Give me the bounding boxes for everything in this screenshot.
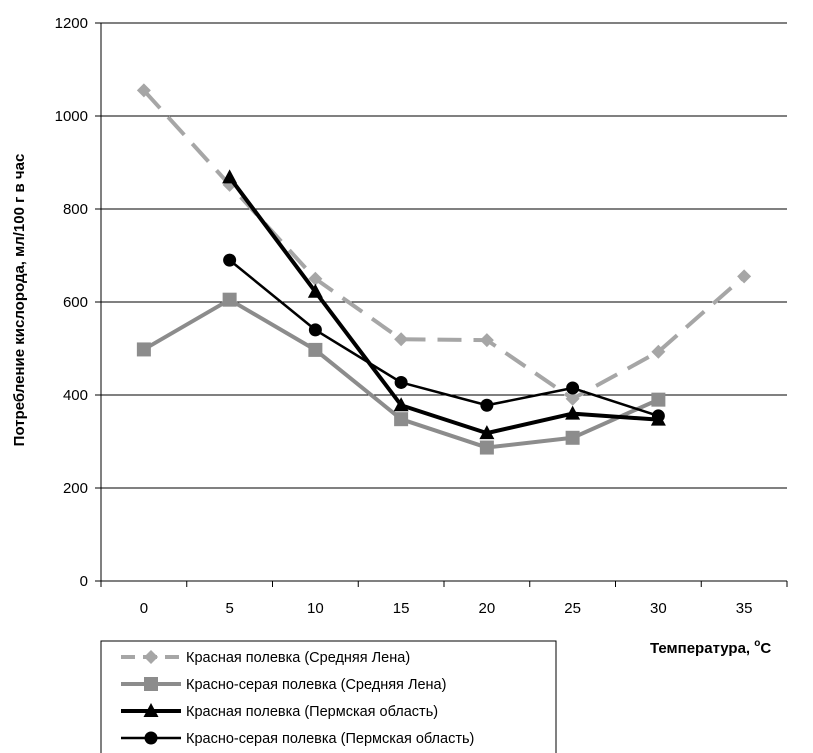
- series-line-4: [228, 259, 659, 418]
- x-axis-title-degree: o: [754, 638, 760, 649]
- legend: Красная полевка (Средняя Лена) Красно-сер…: [100, 640, 557, 753]
- legend-marker-3: [143, 703, 159, 717]
- x-axis-title-main: Температура,: [650, 640, 754, 657]
- legend-label-3: Красная полевка (Пермская область): [186, 704, 438, 720]
- series-4-point: [223, 253, 237, 267]
- legend-label-2: Красно-серая полевка (Средняя Лена): [186, 677, 446, 693]
- series-line-1: [142, 89, 746, 401]
- legend-label-1: Красная полевка (Средняя Лена): [186, 650, 410, 666]
- gridlines: [101, 22, 787, 489]
- x-axis-title-unit: С: [760, 640, 771, 657]
- series-2-point: [394, 412, 409, 427]
- legend-box: [100, 640, 557, 753]
- y-tick-label: 800: [63, 201, 88, 218]
- series-4-point: [480, 398, 494, 412]
- series-4-point: [651, 409, 665, 423]
- series-2-point: [222, 292, 237, 307]
- x-tick-label: 10: [307, 600, 324, 617]
- y-tick-labels: 0 200 400 600 800 1000 1200: [55, 15, 88, 590]
- legend-entries: Красная полевка (Средняя Лена) Красно-сер…: [121, 650, 474, 747]
- y-tick-label: 1200: [55, 15, 88, 32]
- y-axis-title: Потребление кислорода, мл/100 г в час: [11, 154, 28, 447]
- series-2-point: [308, 342, 323, 357]
- series-3-point: [565, 405, 581, 420]
- x-tick-label: 35: [736, 600, 753, 617]
- series-1-point: [651, 344, 666, 359]
- x-axis-title: Температура, oС: [650, 638, 771, 657]
- y-tick-label: 1000: [55, 108, 88, 125]
- series-4-point: [394, 375, 408, 389]
- series-3-point: [307, 283, 323, 298]
- x-tick-label: 25: [564, 600, 581, 617]
- axes: [95, 22, 788, 587]
- series-lines: [136, 83, 752, 455]
- y-tick-label: 0: [80, 573, 88, 590]
- series-3-point: [393, 397, 409, 412]
- series-4-point: [566, 381, 580, 395]
- x-tick-label: 30: [650, 600, 667, 617]
- legend-marker-2: [144, 677, 158, 691]
- series-1-point: [394, 332, 409, 347]
- series-3-point: [222, 169, 238, 184]
- x-tick-label: 15: [393, 600, 410, 617]
- legend-marker-4: [144, 731, 158, 745]
- series-1-point: [308, 271, 323, 286]
- series-2-point: [479, 440, 494, 455]
- series-1-point: [565, 391, 580, 406]
- series-1-point: [479, 333, 494, 348]
- x-tick-label: 5: [225, 600, 233, 617]
- y-tick-label: 600: [63, 294, 88, 311]
- series-1-point: [136, 83, 151, 98]
- x-tick-labels: 0 5 10 15 20 25 30 35: [140, 600, 753, 617]
- series-4-point: [308, 323, 322, 337]
- x-tick-label: 0: [140, 600, 148, 617]
- series-3-point: [479, 425, 495, 440]
- y-tick-label: 400: [63, 387, 88, 404]
- series-2-point: [565, 430, 580, 445]
- series-2-point: [651, 392, 666, 407]
- legend-marker-1: [144, 650, 158, 664]
- legend-label-4: Красно-серая полевка (Пермская область): [186, 731, 474, 747]
- series-1-point: [737, 269, 752, 284]
- series-line-3: [228, 176, 659, 436]
- x-tick-label: 20: [479, 600, 496, 617]
- y-tick-label: 200: [63, 480, 88, 497]
- series-2-point: [136, 342, 151, 357]
